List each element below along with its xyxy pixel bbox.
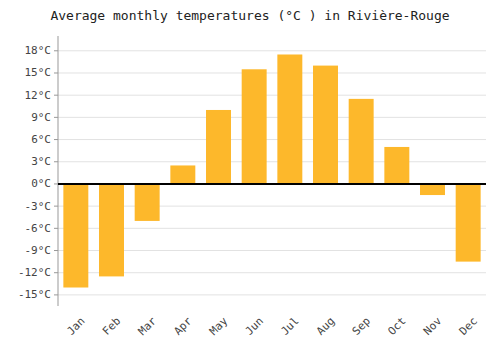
y-tick-label: -3°C bbox=[25, 200, 52, 213]
zero-line bbox=[58, 183, 486, 185]
grid bbox=[58, 51, 486, 295]
y-tick bbox=[54, 206, 58, 207]
y-tick-label: -12°C bbox=[18, 266, 51, 279]
bar bbox=[99, 184, 124, 276]
y-tick-label: 6°C bbox=[31, 133, 51, 146]
bar bbox=[384, 147, 409, 184]
y-tick-label: -9°C bbox=[25, 244, 52, 257]
y-tick-label: 18°C bbox=[25, 44, 52, 57]
grid-line bbox=[58, 50, 486, 51]
x-tick-label: Mar bbox=[136, 314, 160, 338]
chart: Average monthly temperatures (°C ) in Ri… bbox=[0, 0, 500, 350]
x-tick-label: Dec bbox=[457, 315, 480, 338]
y-tick bbox=[54, 161, 58, 162]
y-tick-label: 9°C bbox=[31, 111, 51, 124]
x-tick-label: Feb bbox=[100, 315, 123, 338]
y-tick bbox=[54, 183, 58, 184]
bar bbox=[349, 99, 374, 184]
grid-line bbox=[58, 117, 486, 118]
y-tick bbox=[54, 72, 58, 73]
bar bbox=[242, 69, 267, 184]
y-tick bbox=[54, 95, 58, 96]
bars bbox=[63, 54, 480, 287]
y-tick bbox=[54, 228, 58, 229]
x-tick-label: Aug bbox=[314, 315, 337, 338]
y-tick bbox=[54, 139, 58, 140]
x-tick-label: Apr bbox=[171, 314, 195, 338]
x-tick-label: Nov bbox=[421, 314, 445, 338]
x-tick-label: May bbox=[207, 314, 231, 338]
bar bbox=[456, 184, 481, 262]
bar bbox=[206, 110, 231, 184]
x-tick-label: Jun bbox=[243, 315, 266, 338]
x-tick-label: Jul bbox=[278, 315, 301, 338]
chart-container: Average monthly temperatures (°C ) in Ri… bbox=[0, 0, 500, 350]
bar bbox=[170, 165, 195, 183]
grid-line bbox=[58, 294, 486, 295]
y-axis-line bbox=[58, 36, 59, 306]
bar bbox=[135, 184, 160, 221]
bar bbox=[420, 184, 445, 195]
x-tick-label: Oct bbox=[385, 315, 408, 338]
y-tick-label: 12°C bbox=[25, 89, 52, 102]
grid-line bbox=[58, 72, 486, 73]
bar bbox=[313, 66, 338, 184]
y-tick-label: 3°C bbox=[31, 155, 51, 168]
grid-line bbox=[58, 183, 486, 184]
y-tick-label: 15°C bbox=[25, 66, 52, 79]
y-tick bbox=[54, 250, 58, 251]
y-tick bbox=[54, 272, 58, 273]
y-tick-label: 0°C bbox=[31, 177, 51, 190]
grid-line bbox=[58, 139, 486, 140]
y-axis-ticks: -15°C -12°C -9°C -6°C -3°C 0°C 3°C 6°C 9°C 12°C 15… bbox=[18, 44, 58, 301]
y-tick bbox=[54, 117, 58, 118]
x-axis-ticks: Jan Feb Mar Apr May Jun Jul Aug Sep Oct Nov Dec bbox=[64, 314, 480, 338]
x-tick-label: Jan bbox=[64, 315, 87, 338]
y-tick bbox=[54, 50, 58, 51]
grid-line bbox=[58, 161, 486, 162]
grid-line bbox=[58, 95, 486, 96]
x-tick-label: Sep bbox=[350, 315, 373, 338]
title: Average monthly temperatures (°C ) in Ri… bbox=[50, 8, 449, 23]
bar bbox=[63, 184, 88, 288]
y-tick bbox=[54, 294, 58, 295]
bar bbox=[277, 54, 302, 183]
y-tick-label: -15°C bbox=[18, 288, 51, 301]
y-tick-label: -6°C bbox=[25, 222, 52, 235]
